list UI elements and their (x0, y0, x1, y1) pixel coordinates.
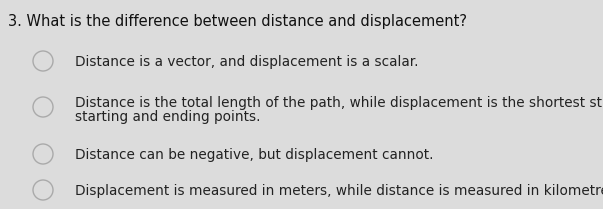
Text: Distance can be negative, but displacement cannot.: Distance can be negative, but displaceme… (75, 148, 434, 162)
Text: Distance is the total length of the path, while displacement is the shortest str: Distance is the total length of the path… (75, 96, 603, 110)
Text: Distance is a vector, and displacement is a scalar.: Distance is a vector, and displacement i… (75, 55, 418, 69)
Circle shape (33, 144, 53, 164)
Circle shape (33, 180, 53, 200)
Text: starting and ending points.: starting and ending points. (75, 110, 260, 124)
Text: Displacement is measured in meters, while distance is measured in kilometres.: Displacement is measured in meters, whil… (75, 184, 603, 198)
Circle shape (33, 97, 53, 117)
Circle shape (33, 51, 53, 71)
Text: 3. What is the difference between distance and displacement?: 3. What is the difference between distan… (8, 14, 467, 29)
